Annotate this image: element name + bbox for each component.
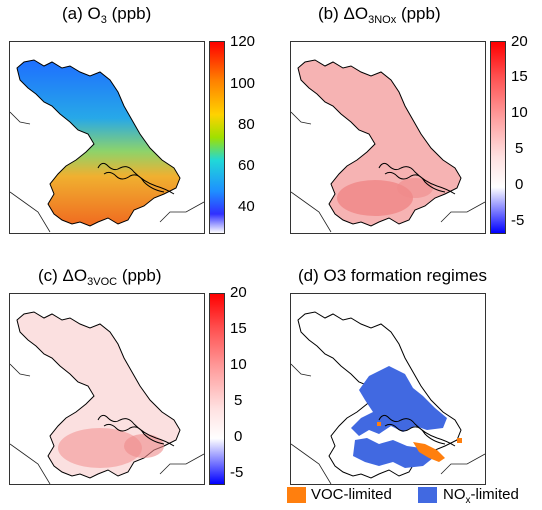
voc-limited-label: VOC-limited xyxy=(311,486,392,503)
nox-limited-swatch xyxy=(418,487,437,503)
panel-a-tick-60: 60 xyxy=(238,157,255,174)
panel-b-map xyxy=(290,41,486,234)
panel-a-map xyxy=(9,41,205,234)
panel-c-colorbar xyxy=(209,293,225,485)
panel-c-tick-minus5: -5 xyxy=(230,464,244,481)
panel-c-tick-20: 20 xyxy=(230,284,247,301)
panel-a-tick-120: 120 xyxy=(230,33,256,50)
nox-limited-label: NOx-limited xyxy=(443,486,519,506)
panel-a-tick-40: 40 xyxy=(238,198,255,215)
panel-b-tick-minus5: -5 xyxy=(511,212,525,229)
panel-a-title: (a) O3 (ppb) xyxy=(62,4,152,26)
panel-b-title: (b) ΔO3NOx (ppb) xyxy=(318,4,441,26)
panel-c-tick-5: 5 xyxy=(234,392,243,409)
panel-b-colorbar xyxy=(490,41,506,234)
panel-c-tick-15: 15 xyxy=(230,320,247,337)
panel-b-tick-20: 20 xyxy=(511,33,528,50)
panel-c-title: (c) ΔO3VOC (ppb) xyxy=(38,266,162,288)
panel-a-colorbar xyxy=(209,41,225,234)
panel-b-tick-5: 5 xyxy=(515,140,524,157)
voc-limited-swatch xyxy=(287,487,306,503)
panel-c-tick-0: 0 xyxy=(234,428,243,445)
panel-c-map xyxy=(9,293,205,485)
panel-d-map xyxy=(290,293,486,485)
panel-a-tick-80: 80 xyxy=(238,116,255,133)
panel-c-tick-10: 10 xyxy=(230,356,247,373)
panel-b-tick-15: 15 xyxy=(511,68,528,85)
panel-b-tick-10: 10 xyxy=(511,104,528,121)
panel-b-tick-0: 0 xyxy=(515,176,524,193)
panel-a-tick-100: 100 xyxy=(230,75,256,92)
panel-d-title: (d) O3 formation regimes xyxy=(298,266,487,285)
